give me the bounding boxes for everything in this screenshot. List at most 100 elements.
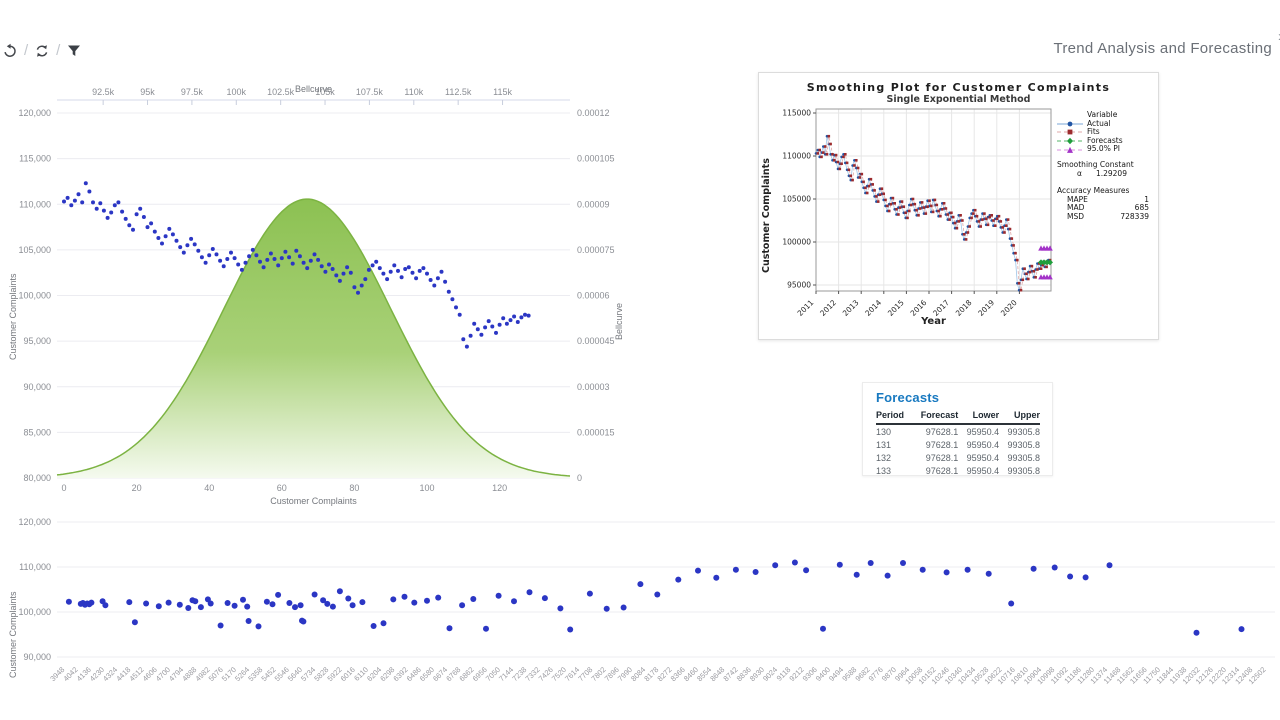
svg-text:80,000: 80,000 [23,473,51,483]
svg-text:85,000: 85,000 [23,427,51,437]
forecasts-col-lower: Lower [958,409,1000,425]
toolbar-separator: / [24,42,29,59]
smoothing-constant-block: Smoothing Constant α 1.29209 [1057,160,1153,178]
svg-text:2012: 2012 [818,298,838,318]
filter-icon[interactable] [66,43,82,59]
svg-text:100,000: 100,000 [18,607,51,617]
smoothing-plot-title: Smoothing Plot for Customer Complaints [806,81,1111,94]
toolbar-separator: / [56,42,61,59]
svg-text:0: 0 [577,473,582,483]
svg-text:2017: 2017 [931,298,951,318]
svg-text:2014: 2014 [863,298,883,318]
forecasts-card: Forecasts Period Forecast Lower Upper 130 97… [862,382,1053,476]
bottom-axis-title: Customer Complaints [270,496,357,506]
smoothing-constant-title: Smoothing Constant [1057,160,1134,169]
svg-text:0.00012: 0.00012 [577,108,610,118]
svg-text:120,000: 120,000 [18,108,51,118]
svg-text:0.00003: 0.00003 [577,382,610,392]
forecasts-row: 132 97628.1 95950.4 99305.8 [876,452,1040,463]
svg-text:105000: 105000 [782,195,811,204]
bellcurve-chart-canvas: 92.5k 95k 97.5k 100k 102.5k 105k 107.5k 110k 112… [18,87,615,493]
forecasts-row: 131 97628.1 95950.4 99305.8 [876,439,1040,450]
undo-icon[interactable] [2,43,18,59]
svg-text:97.5k: 97.5k [181,87,204,97]
collapse-chevron-icon[interactable]: › [1278,28,1280,45]
svg-text:100,000: 100,000 [18,291,51,301]
svg-text:105,000: 105,000 [18,245,51,255]
svg-text:0.000045: 0.000045 [577,336,615,346]
svg-text:2020: 2020 [999,298,1019,318]
forecasts-marker-icon [1057,137,1083,145]
forecast-series[interactable] [1038,245,1053,280]
svg-text:0: 0 [61,483,66,493]
bellcurve-chart[interactable]: 92.5k 95k 97.5k 100k 102.5k 105k 107.5k 110k 112… [0,80,645,510]
svg-text:90,000: 90,000 [23,382,51,392]
svg-text:115000: 115000 [782,109,811,118]
svg-text:107.5k: 107.5k [356,87,384,97]
scatter-chart-canvas: 120,000110,000100,00090,0003948404241364… [18,517,1275,686]
svg-text:102.5k: 102.5k [267,87,295,97]
toolbar: / / [2,42,82,59]
fits-series[interactable] [816,134,1052,292]
svg-text:0.00006: 0.00006 [577,291,610,301]
page-title: Trend Analysis and Forecasting [1053,40,1272,57]
svg-text:2015: 2015 [886,298,906,318]
scatter-left-axis-title: Customer Complaints [8,591,18,678]
svg-text:110,000: 110,000 [19,199,51,209]
svg-text:120,000: 120,000 [18,517,51,527]
top-axis-title: Bellcurve [294,84,332,94]
svg-text:100: 100 [419,483,434,493]
svg-text:0.000015: 0.000015 [577,427,615,437]
svg-text:100k: 100k [227,87,247,97]
svg-text:20: 20 [132,483,142,493]
legend-header: Variable [1087,110,1118,119]
svg-text:95,000: 95,000 [23,336,51,346]
forecasts-col-forecast: Forecast [911,409,959,425]
complaints-scatter-chart[interactable]: 120,000 110,000 100,000 90,000 3948 4042 4136 4… [0,510,1280,710]
svg-text:40: 40 [204,483,214,493]
pi-marker-icon [1057,146,1083,153]
forecasts-table: Period Forecast Lower Upper 130 97628.1 95950… [876,409,1040,477]
svg-text:80: 80 [349,483,359,493]
smoothing-plot-subtitle: Single Exponential Method [886,94,1031,105]
svg-text:110000: 110000 [782,152,811,161]
bellcurve-area[interactable] [56,198,571,478]
alpha-value: 1.29209 [1095,168,1127,178]
svg-text:120: 120 [492,483,507,493]
svg-text:0.000105: 0.000105 [577,154,615,164]
right-axis-title: Bellcurve [614,302,624,340]
svg-text:92.5k: 92.5k [92,87,115,97]
left-axis-title: Customer Complaints [8,273,18,360]
accuracy-row-mad: MAD 685 [1067,203,1149,213]
forecasts-row: 133 97628.1 95950.4 99305.8 [876,465,1040,476]
forecasts-title: Forecasts [876,390,940,405]
svg-text:105k: 105k [315,87,335,97]
forecasts-col-period: Period [876,409,912,425]
accuracy-row-mape: MAPE 1 [1067,194,1149,204]
fits-marker-icon [1057,130,1083,135]
actual-marker-icon [1057,121,1083,127]
svg-text:0.000075: 0.000075 [577,245,615,255]
legend-item-fits: Fits [1057,128,1153,137]
forecasts-row: 130 97628.1 95950.4 99305.8 [876,426,1040,437]
svg-text:90,000: 90,000 [23,652,51,662]
sync-icon[interactable] [34,43,50,59]
gridlines [57,521,1275,658]
smoothing-legend: Variable Actual Fits Forecasts 95.0% PI [1057,110,1153,154]
svg-text:2013: 2013 [841,298,861,318]
svg-text:60: 60 [277,483,287,493]
accuracy-row-msd: MSD 728339 [1067,211,1149,221]
forecasts-col-upper: Upper [999,409,1040,425]
svg-text:95000: 95000 [787,281,811,290]
smoothing-xlabel: Year [921,316,946,327]
svg-text:115k: 115k [493,87,512,97]
driver-scatter-series[interactable] [65,559,1245,636]
legend-item-actual: Actual [1057,119,1153,129]
legend-item-pi: 95.0% PI [1057,145,1153,154]
forecasts-table-header: Period Forecast Lower Upper [876,409,1040,425]
svg-text:110,000: 110,000 [19,562,51,572]
smoothing-plot-card[interactable]: Smoothing Plot for Customer Complaints S… [758,72,1159,340]
complaints-scatter-series[interactable] [62,181,531,349]
accuracy-title: Accuracy Measures [1057,186,1130,195]
